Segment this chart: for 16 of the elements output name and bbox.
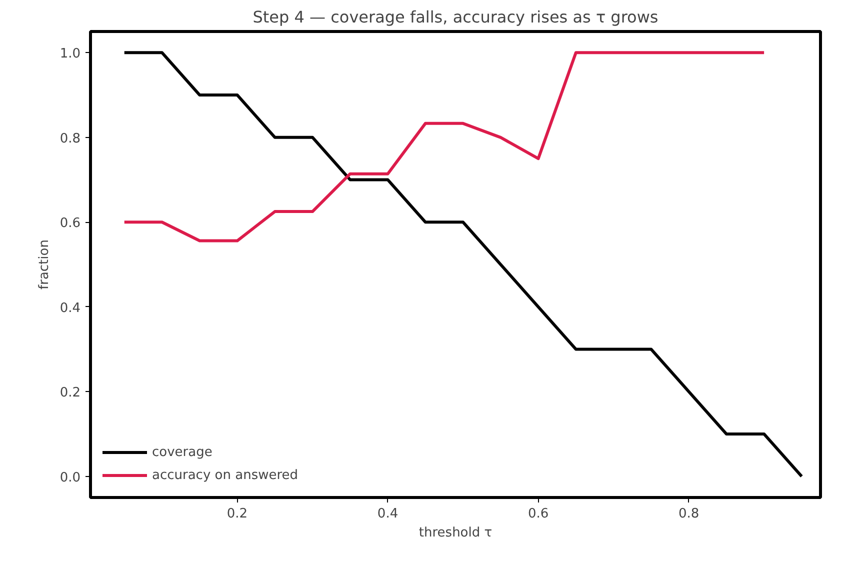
y-tick-label: 0.8 bbox=[60, 131, 81, 146]
x-tick-label: 0.6 bbox=[528, 506, 549, 522]
chart-title: Step 4 — coverage falls, accuracy rises as τ grows bbox=[252, 8, 658, 26]
legend-label: accuracy on answered bbox=[152, 468, 298, 482]
legend-label: coverage bbox=[152, 444, 212, 460]
x-tick-label: 0.2 bbox=[226, 506, 248, 522]
y-tick-label: 0.6 bbox=[60, 216, 81, 232]
y-tick-label: 0.2 bbox=[60, 386, 81, 401]
y-tick-label: 0.0 bbox=[60, 470, 81, 486]
x-tick-label: 0.4 bbox=[377, 506, 398, 522]
y-axis-title: fraction bbox=[36, 240, 52, 290]
y-tick-label: 0.4 bbox=[60, 300, 81, 316]
x-axis-title: threshold τ bbox=[418, 526, 492, 540]
line-series bbox=[122, 51, 766, 242]
x-tick-label: 0.8 bbox=[678, 506, 700, 522]
y-tick-label: 1.0 bbox=[60, 46, 81, 62]
